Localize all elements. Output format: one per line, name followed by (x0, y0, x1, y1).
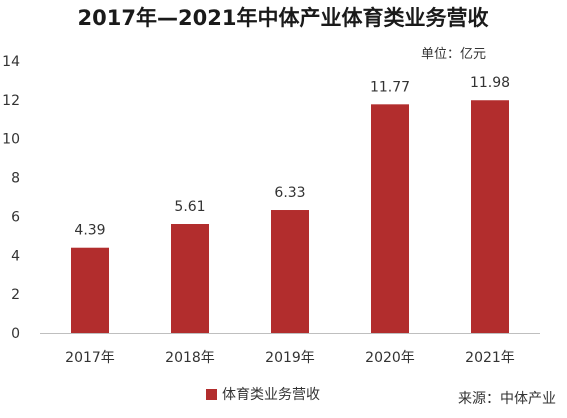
legend-label: 体育类业务营收 (222, 387, 320, 403)
legend-swatch (206, 389, 217, 400)
y-tick-label: 14 (2, 54, 20, 70)
y-tick-label: 6 (11, 209, 20, 225)
bars (71, 100, 509, 333)
y-tick-label: 10 (2, 132, 20, 148)
value-label: 11.98 (470, 75, 510, 91)
x-tick-label: 2020年 (365, 350, 415, 366)
bar (171, 224, 209, 333)
unit-label: 单位：亿元 (421, 47, 486, 62)
y-tick-label: 0 (11, 326, 20, 342)
y-tick-label: 2 (11, 287, 20, 303)
value-labels: 4.39 5.61 6.33 11.77 11.98 (74, 75, 510, 238)
bar (71, 247, 109, 333)
y-tick-label: 4 (11, 248, 20, 264)
value-label: 6.33 (274, 185, 305, 201)
x-tick-label: 2018年 (165, 350, 215, 366)
x-tick-label: 2017年 (65, 350, 115, 366)
y-axis: 0 2 4 6 8 10 12 14 (2, 54, 20, 342)
bar (271, 210, 309, 333)
x-axis: 2017年 2018年 2019年 2020年 2021年 (65, 350, 515, 366)
bar (371, 104, 409, 333)
y-tick-label: 8 (11, 171, 20, 187)
legend: 体育类业务营收 (206, 387, 320, 403)
x-tick-label: 2021年 (465, 350, 515, 366)
bar (471, 100, 509, 333)
chart-title: 2017年—2021年中体产业体育类业务营收 (78, 6, 489, 30)
value-label: 5.61 (174, 199, 205, 215)
value-label: 4.39 (74, 223, 105, 239)
value-label: 11.77 (370, 79, 410, 95)
y-tick-label: 12 (2, 93, 20, 109)
source-note: 来源：中体产业 (458, 391, 556, 407)
x-tick-label: 2019年 (265, 350, 315, 366)
